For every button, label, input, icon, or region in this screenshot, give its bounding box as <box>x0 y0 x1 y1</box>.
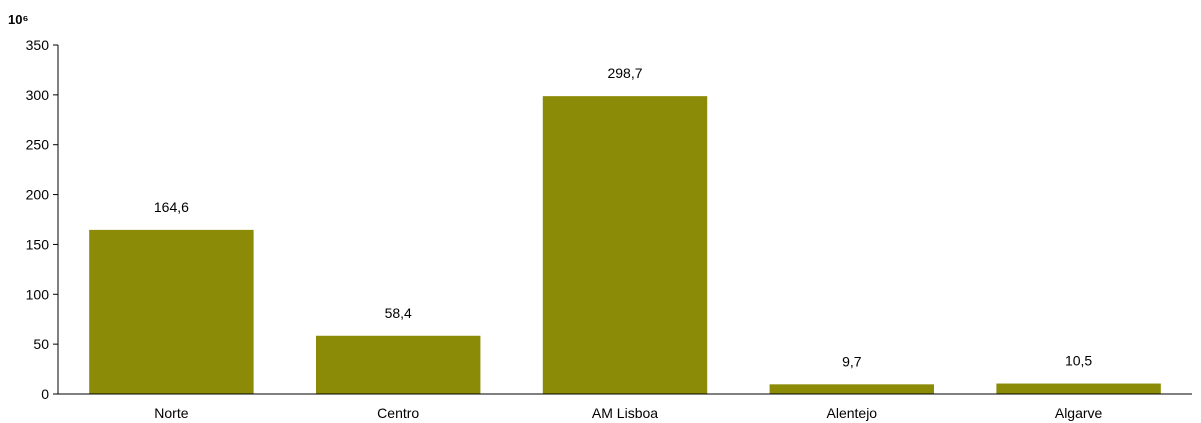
bars: 164,6 58,4 298,7 9,7 10,5 <box>89 65 1161 394</box>
category-label: AM Lisboa <box>592 405 658 421</box>
category-label: Norte <box>154 405 188 421</box>
y-tick-label: 150 <box>26 236 50 252</box>
bar <box>769 384 935 394</box>
bar <box>315 335 481 394</box>
y-tick-label: 0 <box>41 386 49 402</box>
data-label: 9,7 <box>842 353 862 369</box>
category-label: Algarve <box>1055 405 1103 421</box>
data-label: 298,7 <box>607 65 642 81</box>
bar <box>89 229 254 394</box>
y-tick-label: 200 <box>26 187 50 203</box>
data-label: 58,4 <box>385 305 412 321</box>
y-tick-label: 50 <box>33 336 49 352</box>
y-tick-label: 300 <box>26 87 50 103</box>
y-tick-label: 100 <box>26 286 50 302</box>
bar <box>996 383 1161 394</box>
x-axis: Norte Centro AM Lisboa Alentejo Algarve <box>58 393 1192 421</box>
category-label: Alentejo <box>827 405 878 421</box>
y-unit-label: 10⁶ <box>8 12 28 27</box>
bar <box>542 96 708 394</box>
data-label: 164,6 <box>154 199 189 215</box>
data-label: 10,5 <box>1065 353 1092 369</box>
y-tick-label: 250 <box>26 137 50 153</box>
category-label: Centro <box>377 405 419 421</box>
y-tick-label: 350 <box>26 37 50 53</box>
y-axis: 0 50 100 150 200 250 300 350 <box>26 37 59 402</box>
